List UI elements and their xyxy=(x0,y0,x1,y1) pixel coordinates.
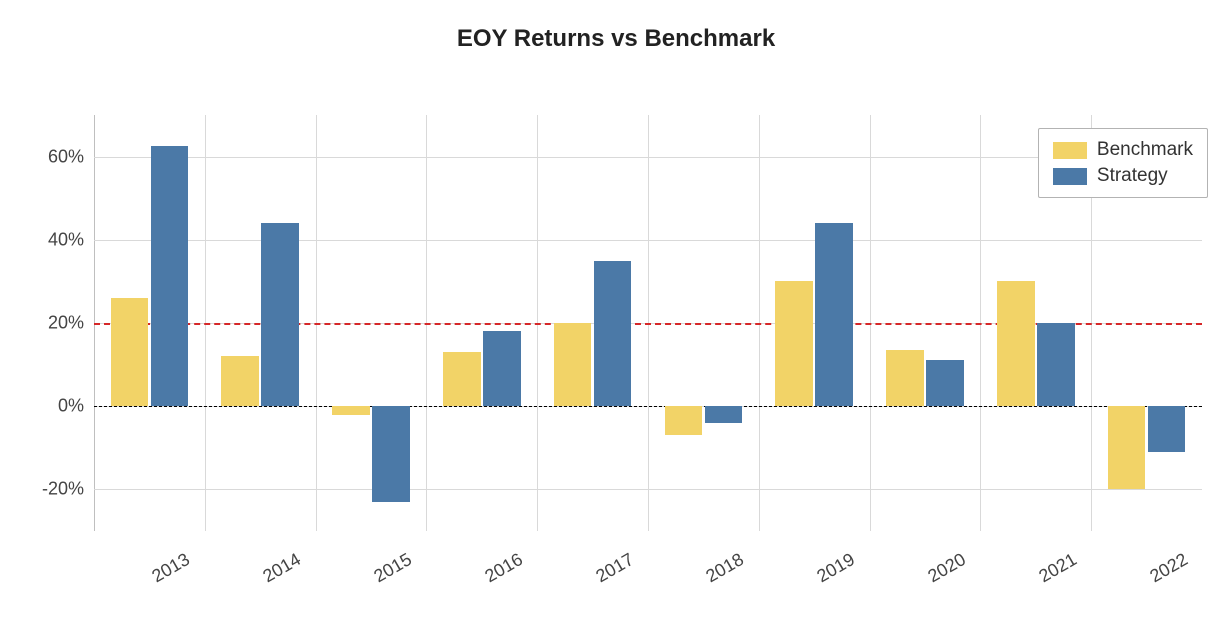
legend-label: Benchmark xyxy=(1097,139,1193,161)
bar-benchmark xyxy=(111,298,149,406)
bar-benchmark xyxy=(1108,406,1146,489)
bar-benchmark xyxy=(886,350,924,406)
y-tick-label: 0% xyxy=(34,396,84,417)
x-tick-label: 2021 xyxy=(1035,549,1080,587)
bar-benchmark xyxy=(665,406,703,435)
bar-benchmark xyxy=(332,406,370,414)
bar-strategy xyxy=(594,261,632,407)
legend-item: Benchmark xyxy=(1053,137,1193,163)
bar-strategy xyxy=(705,406,743,423)
x-tick-label: 2014 xyxy=(260,549,305,587)
legend-swatch xyxy=(1053,142,1087,159)
y-tick-label: 40% xyxy=(34,229,84,250)
bar-strategy xyxy=(1037,323,1075,406)
x-tick-label: 2013 xyxy=(149,549,194,587)
bar-benchmark xyxy=(443,352,481,406)
bar-strategy xyxy=(261,223,299,406)
legend: Benchmark Strategy xyxy=(1038,128,1208,198)
legend-label: Strategy xyxy=(1097,165,1168,187)
bar-strategy xyxy=(926,360,964,406)
bar-benchmark xyxy=(775,281,813,406)
x-tick-label: 2020 xyxy=(924,549,969,587)
y-tick-label: -20% xyxy=(34,479,84,500)
bar-strategy xyxy=(815,223,853,406)
bar-benchmark xyxy=(997,281,1035,406)
bar-benchmark xyxy=(221,356,259,406)
legend-swatch xyxy=(1053,168,1087,185)
chart-title: EOY Returns vs Benchmark xyxy=(0,25,1232,53)
y-tick-label: 60% xyxy=(34,146,84,167)
bar-strategy xyxy=(151,146,189,406)
x-tick-label: 2016 xyxy=(481,549,526,587)
bar-strategy xyxy=(372,406,410,502)
x-tick-label: 2019 xyxy=(814,549,859,587)
x-tick-label: 2017 xyxy=(592,549,637,587)
y-tick-label: 20% xyxy=(34,313,84,334)
bar-strategy xyxy=(1148,406,1186,452)
reference-line xyxy=(94,323,1202,325)
x-tick-label: 2022 xyxy=(1146,549,1191,587)
bar-benchmark xyxy=(554,323,592,406)
legend-item: Strategy xyxy=(1053,163,1193,189)
reference-line xyxy=(94,406,1202,407)
x-tick-label: 2018 xyxy=(703,549,748,587)
bar-strategy xyxy=(483,331,521,406)
plot-area xyxy=(94,115,1202,531)
x-tick-label: 2015 xyxy=(370,549,415,587)
